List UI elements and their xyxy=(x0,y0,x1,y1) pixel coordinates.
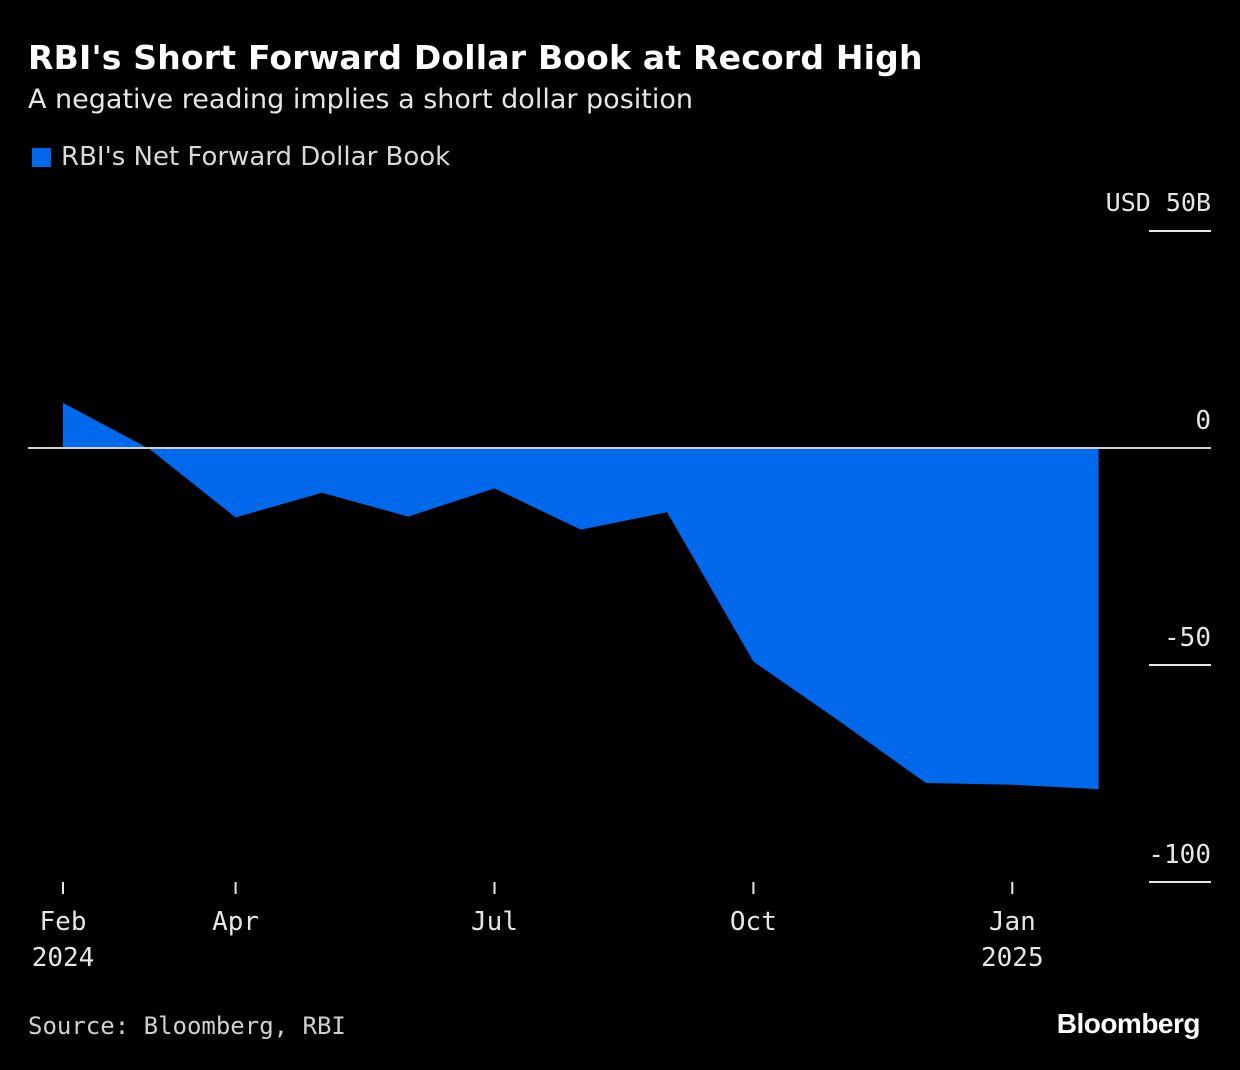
x-tick-sublabel: 2025 xyxy=(981,943,1044,973)
x-tick-label: Feb xyxy=(40,907,87,937)
x-tick-label: Jul xyxy=(471,907,518,937)
x-tick-label: Jan xyxy=(989,907,1036,937)
x-tick-label: Oct xyxy=(730,907,777,937)
source-note: Source: Bloomberg, RBI xyxy=(28,1012,346,1040)
chart-area: USD 50B 0 -50 -100 Feb 2024 Apr Jul Oct Jan 2025 xyxy=(28,188,1211,973)
x-tick-sublabel: 2024 xyxy=(32,943,95,973)
y-tick-label: -50 xyxy=(1164,623,1211,653)
legend-label: RBI's Net Forward Dollar Book xyxy=(61,142,451,172)
legend-swatch xyxy=(32,147,51,167)
y-tick-label: USD 50B xyxy=(1106,188,1211,217)
series-area xyxy=(63,402,1099,790)
bloomberg-logo: Bloomberg xyxy=(1056,1008,1201,1039)
chart-title: RBI's Short Forward Dollar Book at Recor… xyxy=(28,38,923,77)
chart-subtitle: A negative reading implies a short dolla… xyxy=(28,84,693,115)
y-tick-label: -100 xyxy=(1148,840,1211,870)
x-tick-label: Apr xyxy=(212,907,259,937)
legend: RBI's Net Forward Dollar Book xyxy=(32,142,450,172)
y-tick-label: 0 xyxy=(1195,406,1211,436)
